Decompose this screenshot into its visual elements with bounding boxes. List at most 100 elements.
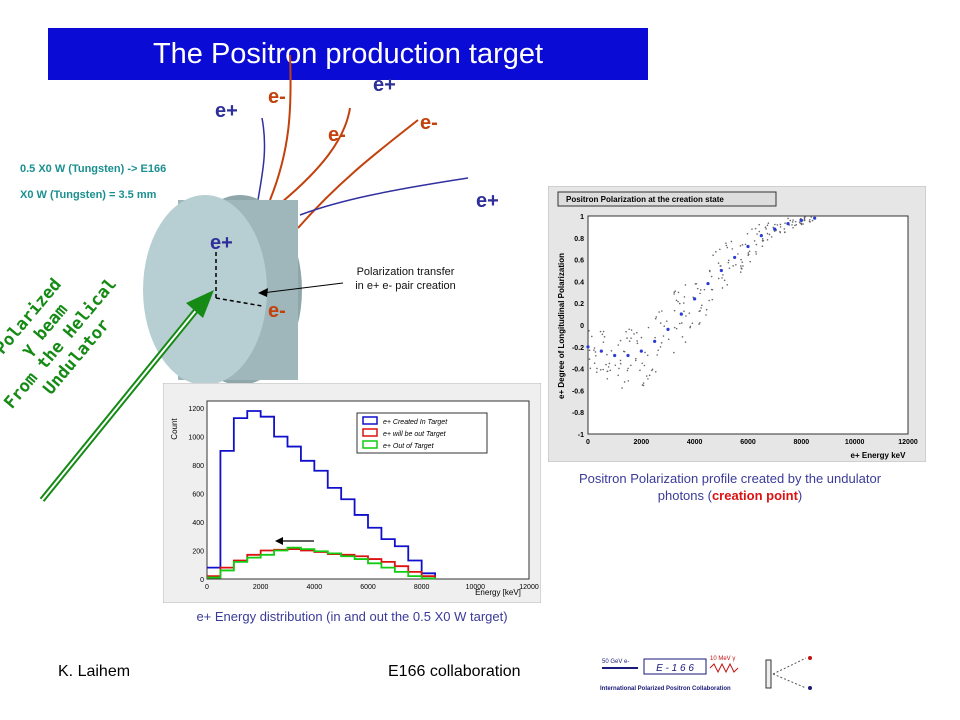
scatter-point [745, 244, 747, 246]
mean-point [813, 217, 816, 220]
scatter-point [655, 371, 657, 373]
scatter-point [762, 240, 764, 242]
svg-text:International Polarized Positr: International Polarized Positron Collabo… [600, 686, 731, 692]
scatter-point [711, 276, 713, 278]
scatter-point [692, 322, 694, 324]
scatter-point [588, 330, 590, 332]
mean-point [800, 219, 803, 222]
scatter-point [643, 382, 645, 384]
scatter-point [604, 336, 606, 338]
scatter-point [759, 231, 761, 233]
footer-collaboration: E166 collaboration [388, 663, 521, 681]
scatter-point [755, 251, 757, 253]
scatter-point [696, 283, 698, 285]
scatter-point [767, 225, 769, 227]
mean-point [640, 350, 643, 353]
svg-text:10 MeV γ: 10 MeV γ [710, 656, 735, 662]
mean-point [693, 297, 696, 300]
scatter-point [673, 292, 675, 294]
scatter-point [668, 339, 670, 341]
y-tick-label: 800 [192, 463, 204, 470]
track-e+-2 [300, 178, 468, 215]
scatter-point [641, 337, 643, 339]
scatter-point [657, 350, 659, 352]
scatter-point [809, 219, 811, 221]
scatter-point [609, 370, 611, 372]
positron-label: e+ [373, 74, 396, 97]
scatter-point [658, 311, 660, 313]
scatter-point [628, 380, 630, 382]
scatter-point [731, 241, 733, 243]
scatter-point [756, 244, 758, 246]
scatter-point [617, 344, 619, 346]
y-tick-label: 1000 [188, 435, 204, 442]
scatter-point [660, 346, 662, 348]
scatter-point [648, 327, 650, 329]
y-tick-label: 0 [200, 577, 204, 584]
scatter-point [639, 369, 641, 371]
scatter-point [629, 340, 631, 342]
x-tick-label: 10000 [845, 439, 865, 446]
scatter-point [636, 340, 638, 342]
scatter-point [678, 292, 680, 294]
scatter-point [673, 293, 675, 295]
legend-label: e+ will be out Target [383, 431, 447, 438]
scatter-point [722, 274, 724, 276]
x-tick-label: 6000 [360, 584, 376, 591]
mean-point [706, 282, 709, 285]
scatter-point [643, 385, 645, 387]
footer-author: K. Laihem [58, 663, 130, 681]
scatter-point [810, 216, 812, 218]
scatter-point [722, 287, 724, 289]
scatter-point [796, 224, 798, 226]
scatter-point [756, 233, 758, 235]
y-tick-label: 0.4 [574, 279, 584, 286]
x-tick-label: 8000 [794, 439, 810, 446]
polarization-title: Positron Polarization at the creation st… [566, 195, 724, 204]
scatter-point [683, 310, 685, 312]
scatter-point [726, 245, 728, 247]
mean-point [760, 234, 763, 237]
scatter-point [606, 354, 608, 356]
scatter-point [679, 303, 681, 305]
track-e--3 [298, 120, 418, 228]
scatter-point [768, 222, 770, 224]
scatter-point [625, 331, 627, 333]
scatter-point [762, 245, 764, 247]
positron-label: e+ [476, 190, 499, 213]
scatter-point [624, 381, 626, 383]
legend-label: e+ Created In Target [383, 419, 448, 426]
x-tick-label: 2000 [634, 439, 650, 446]
scatter-point [712, 289, 714, 291]
scatter-point [663, 335, 665, 337]
mean-point [626, 354, 629, 357]
scatter-point [624, 351, 626, 353]
scatter-point [637, 343, 639, 345]
track-e+-1 [258, 118, 265, 200]
scatter-point [779, 231, 781, 233]
scatter-point [765, 226, 767, 228]
scatter-point [792, 219, 794, 221]
scatter-point [607, 378, 609, 380]
mean-point [746, 245, 749, 248]
scatter-point [593, 349, 595, 351]
scatter-point [749, 251, 751, 253]
scatter-point [747, 233, 749, 235]
scatter-point [602, 369, 604, 371]
scatter-point [795, 221, 797, 223]
scatter-point [655, 316, 657, 318]
scatter-point [607, 371, 609, 373]
scatter-point [732, 265, 734, 267]
scatter-point [758, 224, 760, 226]
scatter-point [718, 278, 720, 280]
scatter-point [742, 265, 744, 267]
scatter-point [635, 358, 637, 360]
scatter-point [596, 368, 598, 370]
track-e--1 [270, 55, 291, 200]
scatter-point [666, 320, 668, 322]
scatter-point [742, 244, 744, 246]
scatter-point [594, 362, 596, 364]
scatter-point [627, 370, 629, 372]
scatter-point [621, 387, 623, 389]
scatter-point [700, 307, 702, 309]
